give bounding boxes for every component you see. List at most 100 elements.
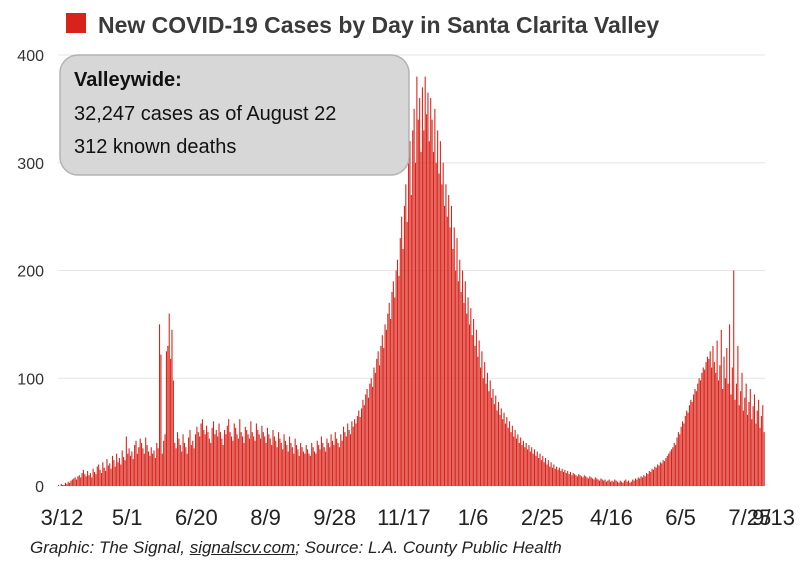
bar-day-493 (740, 391, 742, 486)
bar-day-358 (553, 464, 555, 486)
bar-day-132 (240, 432, 242, 487)
bar-day-473 (712, 345, 714, 486)
bar-day-355 (549, 466, 551, 486)
bar-day-36 (107, 465, 109, 486)
bar-day-114 (215, 429, 217, 486)
bar-day-298 (470, 308, 472, 486)
bar-day-405 (618, 482, 620, 486)
bar-day-354 (547, 460, 549, 486)
bar-day-61 (142, 448, 144, 486)
bar-day-95 (189, 429, 191, 486)
bar-day-402 (614, 479, 616, 486)
bar-day-470 (708, 358, 710, 486)
bar-day-138 (248, 438, 251, 486)
bar-day-459 (693, 394, 695, 486)
bar-day-106 (204, 434, 206, 486)
bar-day-92 (185, 447, 187, 486)
bar-day-222 (365, 394, 367, 486)
bar-day-478 (719, 365, 721, 486)
bar-day-246 (398, 275, 400, 486)
bar-day-506 (758, 399, 760, 486)
bar-day-362 (558, 467, 560, 486)
bar-day-225 (369, 383, 371, 486)
bar-day-253 (408, 162, 410, 486)
bar-day-270 (431, 119, 433, 487)
bar-day-64 (146, 445, 148, 486)
bar-day-226 (370, 378, 372, 486)
bar-day-231 (377, 351, 379, 486)
bar-day-102 (199, 436, 201, 486)
bar-day-501 (751, 419, 753, 486)
bar-day-168 (290, 442, 292, 486)
bar-day-224 (367, 397, 369, 486)
bar-day-193 (325, 451, 327, 486)
bar-day-142 (254, 440, 256, 486)
bar-day-188 (318, 445, 320, 486)
y-tick-label: 200 (17, 264, 44, 281)
bar-day-139 (250, 421, 252, 486)
bar-day-189 (319, 449, 321, 486)
bar-day-156 (273, 436, 275, 486)
bar-day-206 (343, 426, 345, 486)
bar-day-484 (727, 383, 729, 486)
bar-day-325 (507, 427, 509, 486)
y-axis-ticks: 0 100 200 300 400 (17, 48, 44, 496)
bar-day-93 (186, 453, 188, 486)
bar-day-430 (652, 469, 655, 486)
bar-day-288 (456, 238, 458, 486)
bar-day-159 (277, 432, 280, 487)
bar-day-433 (657, 464, 659, 486)
bar-day-264 (423, 130, 425, 486)
bar-day-450 (680, 426, 682, 486)
bar-day-215 (355, 423, 357, 486)
bar-day-302 (475, 329, 477, 486)
bar-day-421 (640, 476, 642, 486)
bar-day-210 (348, 429, 350, 486)
bar-day-404 (616, 481, 619, 486)
bar-day-9 (70, 480, 72, 486)
bar-day-50 (127, 453, 129, 486)
bar-day-394 (603, 480, 605, 486)
bar-day-38 (110, 468, 112, 486)
bar-day-105 (203, 429, 205, 486)
bar-day-52 (129, 455, 132, 486)
bar-day-436 (661, 463, 663, 486)
bar-day-262 (420, 151, 422, 486)
bar-day-338 (525, 442, 527, 486)
bar-day-41 (114, 466, 116, 486)
bar-day-27 (95, 474, 97, 486)
bar-day-204 (340, 434, 342, 486)
bar-day-56 (135, 440, 137, 486)
bar-day-428 (650, 471, 652, 486)
bar-day-303 (477, 356, 479, 486)
bar-day-47 (123, 456, 125, 486)
bar-day-149 (264, 436, 266, 486)
bar-day-22 (88, 475, 90, 486)
bar-day-440 (666, 455, 668, 486)
bar-day-265 (424, 76, 426, 487)
bar-day-99 (194, 434, 197, 486)
bar-day-426 (647, 474, 649, 486)
bar-day-162 (282, 449, 284, 486)
bar-day-144 (257, 429, 259, 486)
bar-day-110 (210, 442, 212, 486)
bar-day-468 (705, 362, 707, 486)
bar-day-368 (567, 470, 569, 486)
bar-day-274 (437, 130, 439, 486)
bar-day-307 (482, 378, 484, 486)
bar-day-2 (60, 483, 62, 486)
bar-day-109 (208, 438, 210, 486)
bar-day-423 (643, 475, 645, 486)
bar-day-495 (742, 410, 744, 486)
bar-day-251 (405, 184, 407, 487)
bar-day-497 (745, 383, 747, 486)
bar-day-348 (539, 453, 541, 486)
bar-day-451 (681, 421, 684, 486)
bar-day-297 (468, 324, 470, 487)
bar-day-291 (460, 292, 462, 486)
bar-day-272 (434, 108, 436, 487)
bar-day-140 (251, 432, 253, 487)
footer-link[interactable]: signalscv.com (189, 538, 296, 557)
bar-day-306 (481, 351, 483, 486)
bar-day-444 (672, 447, 674, 486)
